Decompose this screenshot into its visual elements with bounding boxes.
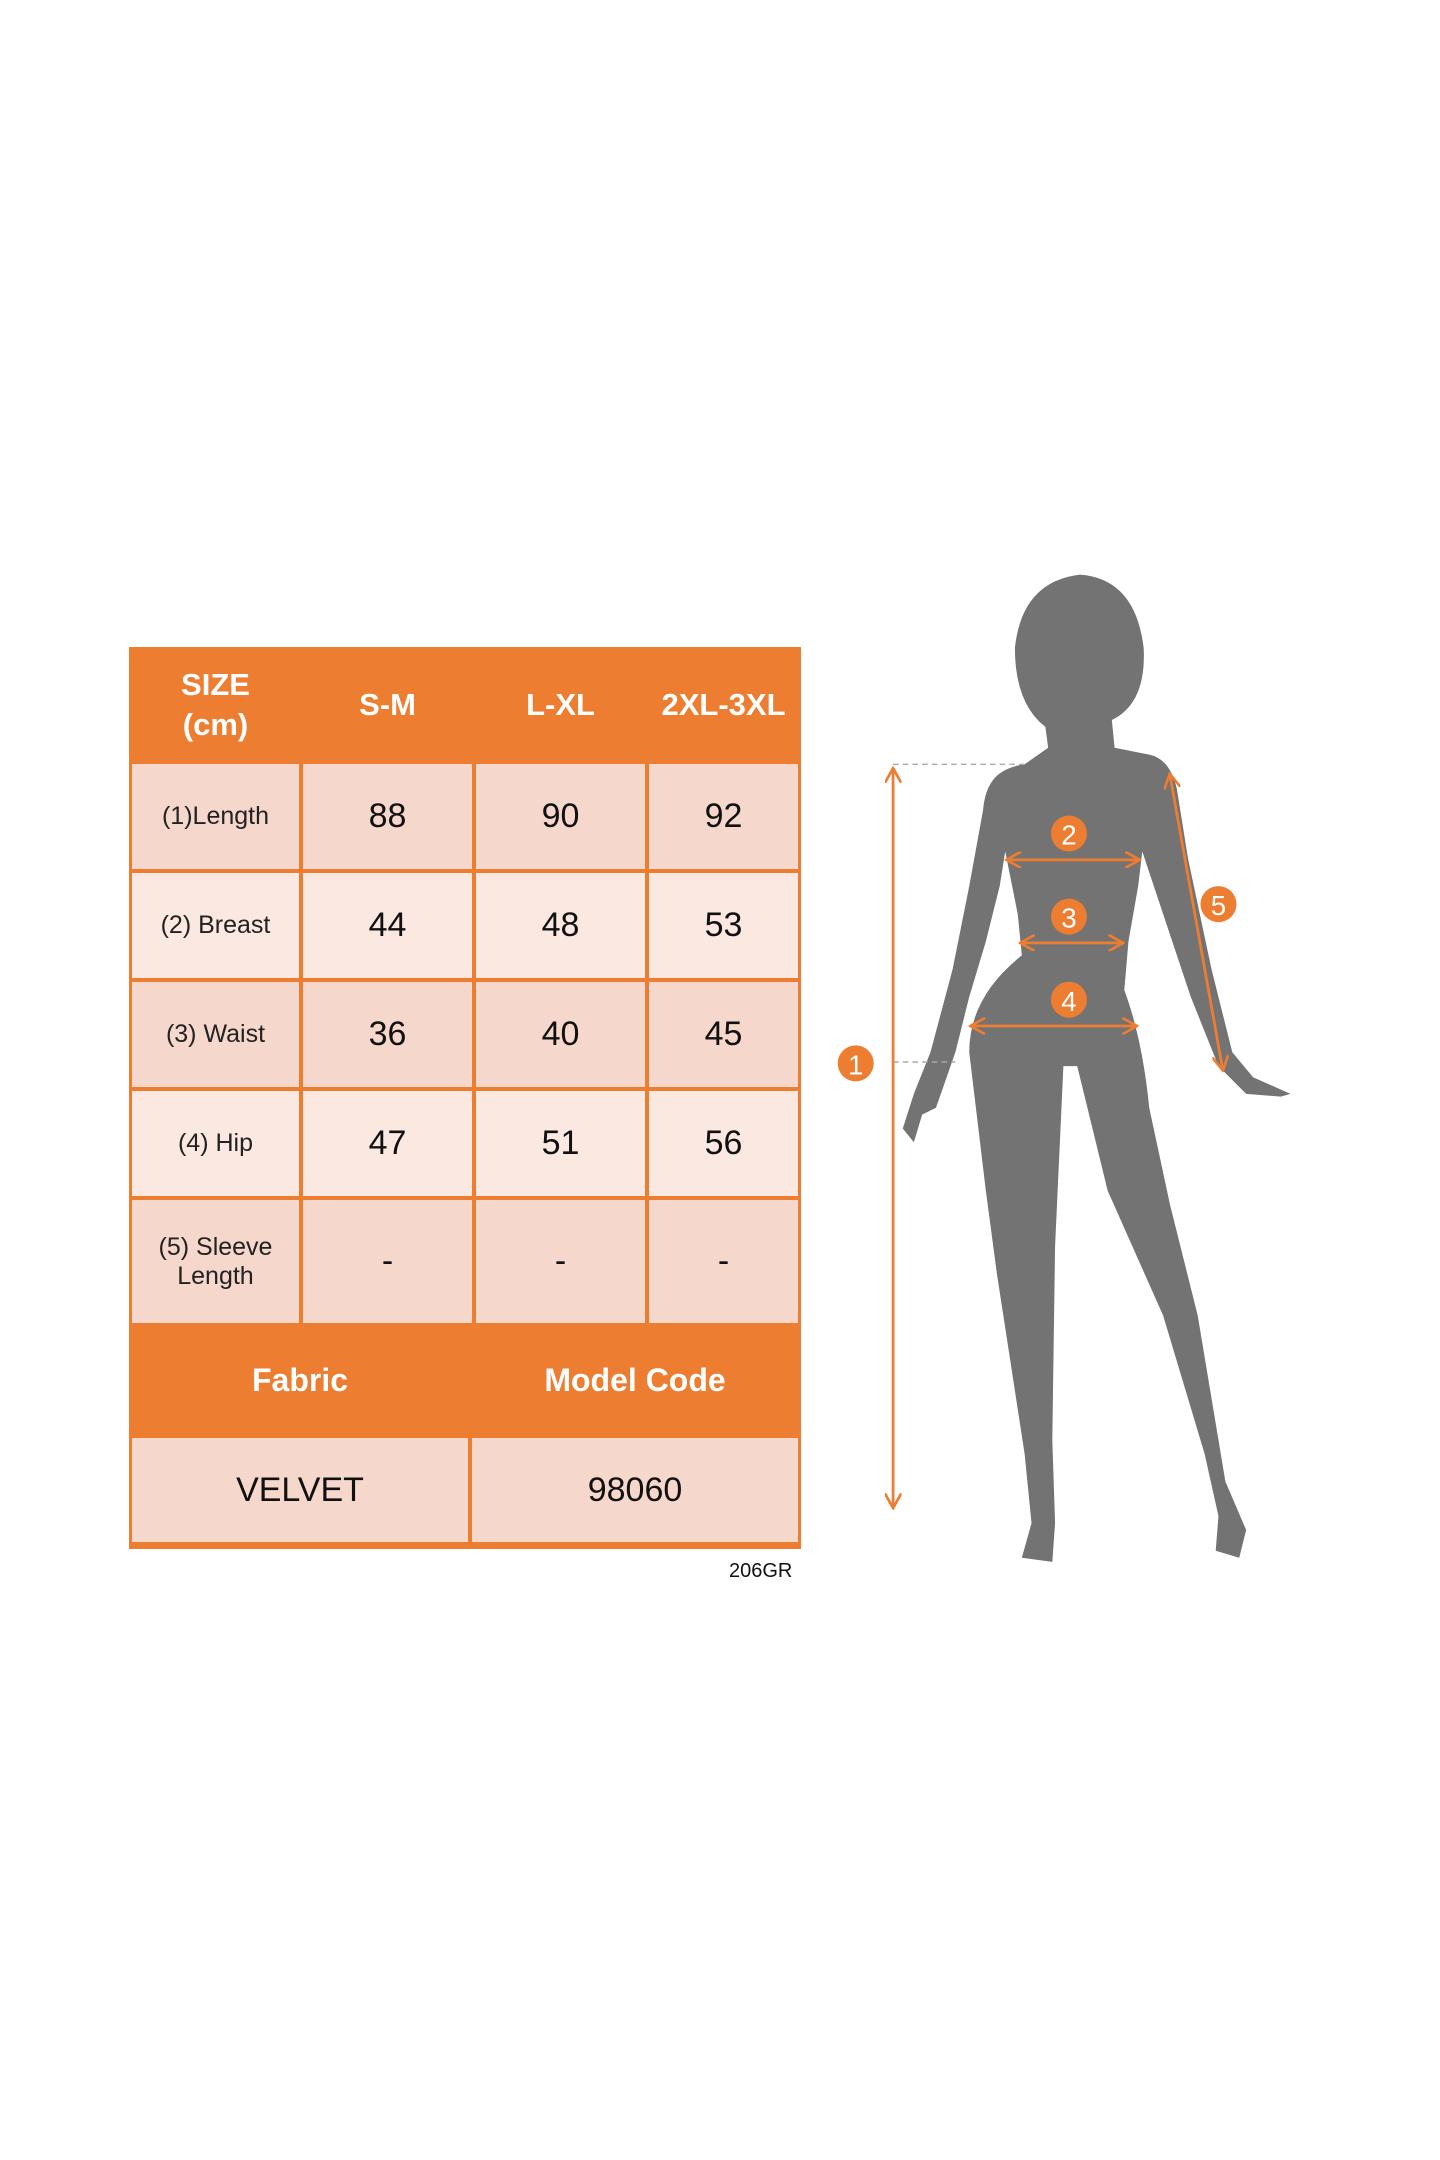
cell-value: - <box>476 1200 645 1323</box>
svg-text:3: 3 <box>1061 903 1076 934</box>
table-row: (4) Hip 47 51 56 <box>132 1091 798 1196</box>
info-value-row: VELVET 98060 <box>132 1438 798 1542</box>
cell-value: 36 <box>303 982 472 1087</box>
header-size: SIZE (cm) <box>132 650 299 760</box>
model-code-value: 98060 <box>472 1438 798 1542</box>
cell-value: 53 <box>649 873 798 978</box>
cell-value: 88 <box>303 764 472 869</box>
table-row: (3) Waist 36 40 45 <box>132 982 798 1087</box>
row-label-line2: Length <box>177 1261 254 1290</box>
cell-value: 40 <box>476 982 645 1087</box>
size-chart-table: SIZE (cm) S-M L-XL 2XL-3XL (1)Length 88 9… <box>129 647 801 1549</box>
marker-4: 4 <box>1050 981 1087 1018</box>
table-header-row: SIZE (cm) S-M L-XL 2XL-3XL <box>132 650 798 760</box>
header-size-line2: (cm) <box>182 707 249 742</box>
cell-value: 51 <box>476 1091 645 1196</box>
marker-2: 2 <box>1050 815 1087 852</box>
header-2xl-3xl: 2XL-3XL <box>661 686 786 722</box>
row-label-line1: (5) Sleeve <box>158 1232 273 1261</box>
cell-value: 44 <box>303 873 472 978</box>
marker-1: 1 <box>837 1045 874 1082</box>
header-l-xl: L-XL <box>526 686 595 722</box>
table-row: (1)Length 88 90 92 <box>132 764 798 869</box>
cell-value: - <box>303 1200 472 1323</box>
marker-3: 3 <box>1050 898 1087 935</box>
row-label: (3) Waist <box>132 982 299 1087</box>
row-label: (4) Hip <box>132 1091 299 1196</box>
cell-value: 56 <box>649 1091 798 1196</box>
svg-text:4: 4 <box>1061 986 1076 1017</box>
model-code-label: Model Code <box>544 1362 726 1398</box>
row-label: (1)Length <box>132 764 299 869</box>
cell-value: 90 <box>476 764 645 869</box>
fabric-value: VELVET <box>132 1438 468 1542</box>
marker-5: 5 <box>1200 886 1237 923</box>
svg-text:2: 2 <box>1061 820 1076 851</box>
table-row: (2) Breast 44 48 53 <box>132 873 798 978</box>
sleeve-arrow <box>1170 775 1223 1069</box>
header-size-line1: SIZE <box>181 666 250 702</box>
cell-value: 92 <box>649 764 798 869</box>
cell-value: 45 <box>649 982 798 1087</box>
row-label: (2) Breast <box>132 873 299 978</box>
svg-text:5: 5 <box>1211 890 1226 921</box>
cell-value: 48 <box>476 873 645 978</box>
header-s-m: S-M <box>359 686 416 722</box>
cell-value: - <box>649 1200 798 1323</box>
product-code: 206GR <box>729 1560 793 1582</box>
fabric-label: Fabric <box>251 1362 349 1398</box>
table-row: (5) Sleeve Length - - - <box>132 1200 798 1323</box>
row-label: (5) Sleeve Length <box>132 1200 299 1323</box>
svg-text:1: 1 <box>848 1049 863 1080</box>
cell-value: 47 <box>303 1091 472 1196</box>
woman-silhouette <box>902 574 1291 1562</box>
info-header-row: Fabric Model Code <box>132 1327 798 1434</box>
